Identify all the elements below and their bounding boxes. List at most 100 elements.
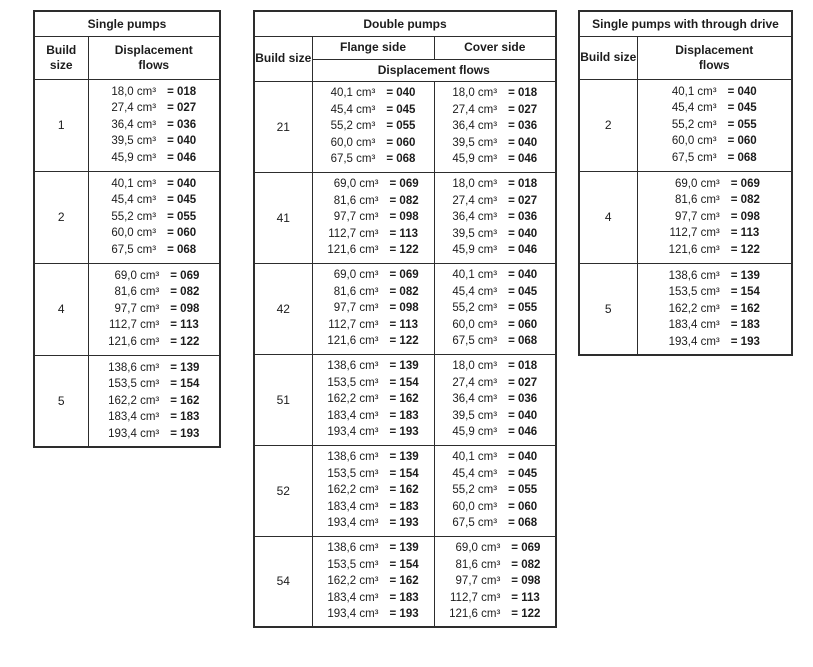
flange-flows-cell: 69,0 cm³ = 069 81,6 cm³ = 082 97,7 cm³ = 098 1…	[311, 262, 435, 355]
build-size-cell: 41	[253, 171, 313, 264]
displacement-value: 97,7 cm³	[333, 302, 379, 315]
table-row: 52 138,6 cm³ = 139 153,5 cm³ = 154 162,2 cm³ =…	[253, 444, 557, 537]
table-row: 21 40,1 cm³ = 040 45,4 cm³ = 045 55,2 cm³ = 05…	[253, 80, 557, 173]
displacement-value: 40,1 cm³	[671, 85, 717, 98]
flow-code: = 040	[508, 136, 538, 149]
displacement-value: 36,4 cm³	[111, 118, 157, 131]
flow-code: = 122	[389, 335, 419, 348]
displacement-value: 193,4 cm³	[327, 426, 379, 439]
flow-list: 69,0 cm³ = 069 81,6 cm³ = 082 97,7 cm³ = 098 1…	[638, 176, 792, 259]
flow-code: = 154	[170, 378, 200, 390]
build-size-cell: 42	[253, 262, 313, 355]
header-row: Build size Displacement flows	[578, 35, 793, 80]
displacement-value: 27,4 cm³	[111, 102, 157, 115]
flow-code: = 040	[167, 177, 197, 190]
flow-code: = 060	[727, 135, 757, 148]
flow-code: = 046	[167, 151, 197, 164]
single-pumps-table: Single pumps Build size Displacement flows…	[33, 10, 221, 448]
table-row: 41 69,0 cm³ = 069 81,6 cm³ = 082 97,7 cm³ = 09…	[253, 171, 557, 264]
flow-list: 40,1 cm³ = 040 45,4 cm³ = 045 55,2 cm³ = 055 6…	[313, 85, 434, 168]
flow-code: = 040	[386, 87, 416, 100]
displacement-value: 69,0 cm³	[333, 269, 379, 282]
flow-list: 69,0 cm³ = 069 81,6 cm³ = 082 97,7 cm³ = 098 1…	[435, 540, 556, 623]
flow-code: = 193	[389, 426, 419, 439]
flow-code: = 098	[730, 210, 760, 223]
flow-code: = 036	[167, 118, 197, 131]
flow-code: = 018	[508, 87, 538, 100]
build-size-cell: 21	[253, 80, 313, 173]
flow-list: 138,6 cm³ = 139 153,5 cm³ = 154 162,2 cm³ = 1…	[313, 540, 434, 623]
displacement-value: 112,7 cm³	[450, 591, 501, 604]
displacement-value: 121,6 cm³	[449, 608, 501, 620]
flow-code: = 046	[508, 426, 538, 439]
displacement-value: 36,4 cm³	[452, 120, 498, 133]
flow-list: 138,6 cm³ = 139 153,5 cm³ = 154 162,2 cm³ = 1…	[313, 449, 434, 532]
displacement-value: 153,5 cm³	[327, 558, 379, 571]
flow-code: = 139	[389, 542, 419, 554]
displacement-value: 193,4 cm³	[108, 427, 160, 440]
flow-code: = 193	[730, 335, 760, 348]
displacement-value: 81,6 cm³	[455, 558, 501, 571]
displacement-value: 69,0 cm³	[455, 542, 501, 554]
flange-side-header: Flange side	[311, 35, 435, 60]
flow-list: 69,0 cm³ = 069 81,6 cm³ = 082 97,7 cm³ = 098 1…	[313, 176, 434, 259]
displacement-value: 27,4 cm³	[452, 194, 498, 207]
flow-code: = 098	[389, 211, 419, 224]
flow-code: = 183	[389, 500, 419, 513]
displacement-value: 60,0 cm³	[452, 500, 498, 513]
flow-list: 40,1 cm³ = 040 45,4 cm³ = 045 55,2 cm³ = 055 6…	[638, 84, 792, 167]
displacement-value: 162,2 cm³	[327, 484, 379, 497]
cover-flows-cell: 18,0 cm³ = 018 27,4 cm³ = 027 36,4 cm³ = 036 3…	[433, 171, 557, 264]
displacement-value: 45,9 cm³	[452, 244, 498, 257]
displacement-value: 67,5 cm³	[452, 335, 498, 348]
flow-code: = 068	[727, 151, 757, 164]
flow-code: = 036	[508, 211, 538, 224]
flow-list: 69,0 cm³ = 069 81,6 cm³ = 082 97,7 cm³ = 098 1…	[313, 267, 434, 350]
flow-code: = 183	[389, 591, 419, 604]
flow-code: = 193	[389, 608, 419, 620]
displacement-value: 39,5 cm³	[452, 136, 498, 149]
flow-code: = 082	[730, 194, 760, 207]
displacement-value: 138,6 cm³	[327, 360, 379, 373]
flow-code: = 098	[511, 575, 541, 587]
displacement-value: 18,0 cm³	[111, 85, 157, 98]
flow-code: = 113	[511, 591, 540, 604]
table-row: 42 69,0 cm³ = 069 81,6 cm³ = 082 97,7 cm³ = 09…	[253, 262, 557, 355]
flow-code: = 055	[727, 118, 757, 131]
flow-code: = 018	[167, 85, 197, 98]
flow-code: = 098	[170, 302, 200, 315]
flow-code: = 139	[389, 360, 419, 373]
flow-code: = 162	[389, 393, 419, 406]
table-title: Single pumps	[33, 10, 221, 37]
build-size-cell: 51	[253, 353, 313, 446]
flow-code: = 183	[389, 409, 419, 422]
double-pumps-table: Double pumps Build size Flange side Cover s…	[253, 10, 558, 628]
displacement-value: 18,0 cm³	[452, 360, 498, 373]
flow-code: = 069	[730, 177, 760, 190]
displacement-value: 97,7 cm³	[114, 302, 160, 315]
flow-code: = 154	[389, 467, 419, 480]
flow-list: 40,1 cm³ = 040 45,4 cm³ = 045 55,2 cm³ = 055 6…	[89, 176, 220, 259]
flow-code: = 055	[167, 210, 197, 223]
flows-flows-cell: 138,6 cm³ = 139 153,5 cm³ = 154 162,2 cm³ = 1…	[87, 354, 221, 448]
displacement-value: 60,0 cm³	[452, 318, 498, 331]
displacement-value: 138,6 cm³	[108, 361, 160, 374]
displacement-value: 60,0 cm³	[111, 227, 157, 240]
flows-flows-cell: 18,0 cm³ = 018 27,4 cm³ = 027 36,4 cm³ = 036 3…	[87, 78, 221, 172]
displacement-value: 18,0 cm³	[452, 87, 498, 100]
displacement-value: 112,7 cm³	[108, 319, 160, 332]
flow-code: = 027	[167, 102, 197, 115]
displacement-value: 81,6 cm³	[333, 285, 379, 298]
flow-code: = 122	[511, 608, 541, 620]
flow-code: = 018	[508, 360, 538, 373]
flows-flows-cell: 69,0 cm³ = 069 81,6 cm³ = 082 97,7 cm³ = 098 1…	[636, 170, 793, 264]
displacement-value: 45,4 cm³	[452, 467, 498, 480]
flow-code: = 139	[389, 451, 419, 464]
displacement-value: 112,7 cm³	[328, 227, 379, 240]
displacement-flows-header: Displacement flows	[636, 35, 793, 80]
flow-code: = 122	[170, 335, 200, 348]
flow-list: 40,1 cm³ = 040 45,4 cm³ = 045 55,2 cm³ = 055 6…	[435, 449, 556, 532]
flow-code: = 068	[508, 517, 538, 530]
flow-list: 138,6 cm³ = 139 153,5 cm³ = 154 162,2 cm³ = 1…	[89, 360, 220, 443]
displacement-flows-label: Displacement flows	[675, 42, 754, 72]
